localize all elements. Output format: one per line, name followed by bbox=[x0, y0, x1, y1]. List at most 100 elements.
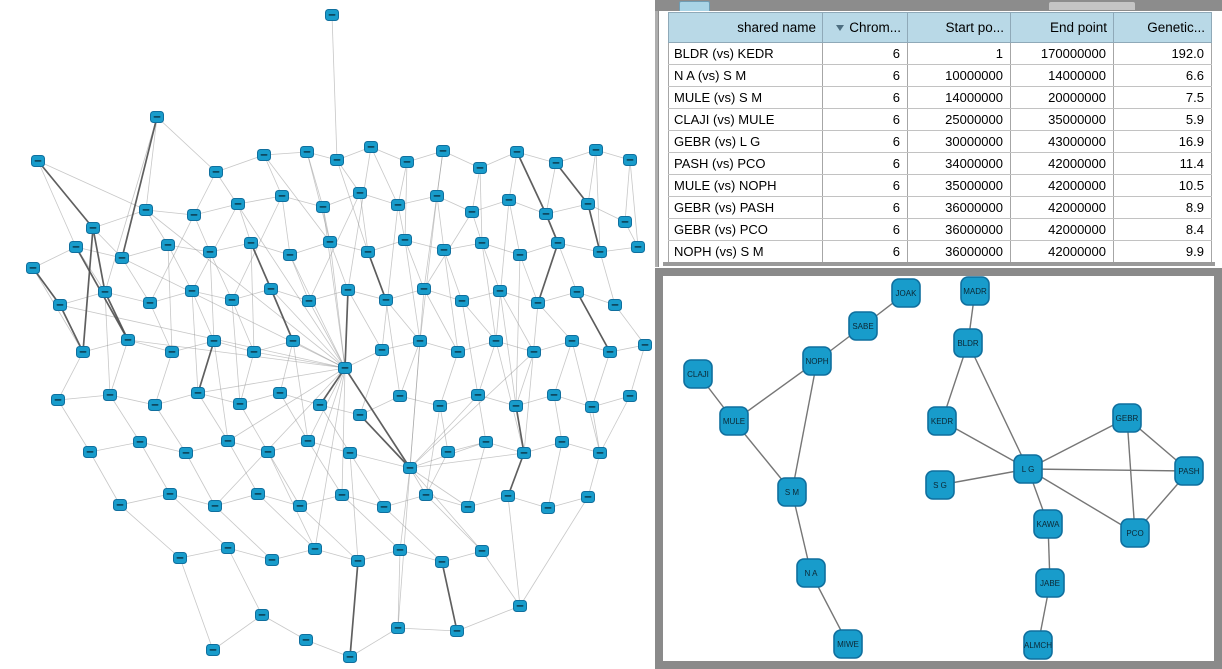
table-cell[interactable]: 36000000 bbox=[907, 218, 1011, 241]
overview-node[interactable] bbox=[441, 446, 455, 458]
overview-node[interactable] bbox=[379, 294, 393, 306]
overview-node[interactable] bbox=[139, 204, 153, 216]
overview-node[interactable] bbox=[461, 501, 475, 513]
overview-node[interactable] bbox=[299, 634, 313, 646]
overview-node[interactable] bbox=[479, 436, 493, 448]
overview-node[interactable] bbox=[618, 216, 632, 228]
node-BLDR[interactable]: BLDR bbox=[953, 328, 983, 358]
column-header-1[interactable]: Chrom... bbox=[822, 12, 908, 43]
overview-node[interactable] bbox=[179, 447, 193, 459]
overview-node[interactable] bbox=[341, 284, 355, 296]
overview-node[interactable] bbox=[393, 390, 407, 402]
node-MADR[interactable]: MADR bbox=[960, 276, 990, 306]
overview-node[interactable] bbox=[527, 346, 541, 358]
table-cell[interactable]: 6 bbox=[822, 196, 908, 219]
node-MIWE[interactable]: MIWE bbox=[833, 629, 863, 659]
overview-node[interactable] bbox=[589, 144, 603, 156]
overview-node[interactable] bbox=[343, 447, 357, 459]
overview-node[interactable] bbox=[603, 346, 617, 358]
overview-node[interactable] bbox=[465, 206, 479, 218]
overview-node[interactable] bbox=[585, 401, 599, 413]
table-cell[interactable]: 6 bbox=[822, 130, 908, 153]
overview-node[interactable] bbox=[83, 446, 97, 458]
overview-node[interactable] bbox=[593, 246, 607, 258]
overview-node[interactable] bbox=[255, 609, 269, 621]
overview-node[interactable] bbox=[517, 447, 531, 459]
table-cell[interactable]: BLDR (vs) KEDR bbox=[668, 42, 823, 65]
table-cell[interactable]: 30000000 bbox=[907, 130, 1011, 153]
overview-node[interactable] bbox=[433, 400, 447, 412]
overview-node[interactable] bbox=[475, 545, 489, 557]
table-cell[interactable]: PASH (vs) PCO bbox=[668, 152, 823, 175]
column-header-3[interactable]: End point bbox=[1010, 12, 1114, 43]
table-cell[interactable]: 10.5 bbox=[1113, 174, 1212, 197]
node-KEDR[interactable]: KEDR bbox=[927, 406, 957, 436]
overview-node[interactable] bbox=[257, 149, 271, 161]
overview-node[interactable] bbox=[302, 295, 316, 307]
overview-node[interactable] bbox=[581, 198, 595, 210]
table-cell[interactable]: 36000000 bbox=[907, 240, 1011, 263]
overview-node[interactable] bbox=[364, 141, 378, 153]
table-cell[interactable]: 8.4 bbox=[1113, 218, 1212, 241]
table-cell[interactable]: N A (vs) S M bbox=[668, 64, 823, 87]
overview-node[interactable] bbox=[437, 244, 451, 256]
table-cell[interactable]: 36000000 bbox=[907, 196, 1011, 219]
table-row[interactable]: PASH (vs) PCO 6 34000000 42000000 11.4 bbox=[668, 152, 1212, 175]
overview-node[interactable] bbox=[623, 154, 637, 166]
overview-node[interactable] bbox=[335, 489, 349, 501]
overview-node[interactable] bbox=[391, 622, 405, 634]
table-cell[interactable]: 6 bbox=[822, 108, 908, 131]
overview-node[interactable] bbox=[549, 157, 563, 169]
table-cell[interactable]: 6 bbox=[822, 152, 908, 175]
table-cell[interactable]: MULE (vs) NOPH bbox=[668, 174, 823, 197]
overview-node[interactable] bbox=[393, 544, 407, 556]
overview-node[interactable] bbox=[203, 246, 217, 258]
node-CLAJI[interactable]: CLAJI bbox=[683, 359, 713, 389]
table-row[interactable]: BLDR (vs) KEDR 6 1 170000000 192.0 bbox=[668, 42, 1212, 65]
overview-node[interactable] bbox=[539, 208, 553, 220]
table-cell[interactable]: 6 bbox=[822, 218, 908, 241]
overview-node[interactable] bbox=[330, 154, 344, 166]
table-row[interactable]: CLAJI (vs) MULE 6 25000000 35000000 5.9 bbox=[668, 108, 1212, 131]
table-cell[interactable]: 192.0 bbox=[1113, 42, 1212, 65]
overview-node[interactable] bbox=[300, 146, 314, 158]
table-cell[interactable]: 25000000 bbox=[907, 108, 1011, 131]
overview-node[interactable] bbox=[531, 297, 545, 309]
overview-node[interactable] bbox=[173, 552, 187, 564]
table-cell[interactable]: 42000000 bbox=[1010, 152, 1114, 175]
overview-node[interactable] bbox=[293, 500, 307, 512]
overview-node[interactable] bbox=[338, 362, 352, 374]
table-cell[interactable]: 6 bbox=[822, 174, 908, 197]
overview-node[interactable] bbox=[513, 600, 527, 612]
overview-node[interactable] bbox=[581, 491, 595, 503]
detail-edge-L G-PASH[interactable] bbox=[1027, 468, 1190, 472]
overview-node[interactable] bbox=[351, 555, 365, 567]
overview-node[interactable] bbox=[251, 488, 265, 500]
overview-node[interactable] bbox=[455, 295, 469, 307]
overview-node[interactable] bbox=[206, 644, 220, 656]
overview-node[interactable] bbox=[510, 146, 524, 158]
overview-node[interactable] bbox=[623, 390, 637, 402]
table-cell[interactable]: GEBR (vs) PASH bbox=[668, 196, 823, 219]
overview-node[interactable] bbox=[143, 297, 157, 309]
table-cell[interactable]: 20000000 bbox=[1010, 86, 1114, 109]
overview-node[interactable] bbox=[187, 209, 201, 221]
overview-node[interactable] bbox=[53, 299, 67, 311]
overview-node[interactable] bbox=[308, 543, 322, 555]
overview-node[interactable] bbox=[343, 651, 357, 663]
overview-node[interactable] bbox=[361, 246, 375, 258]
column-header-4[interactable]: Genetic... bbox=[1113, 12, 1212, 43]
table-row[interactable]: GEBR (vs) L G 6 30000000 43000000 16.9 bbox=[668, 130, 1212, 153]
table-cell[interactable]: MULE (vs) S M bbox=[668, 86, 823, 109]
table-cell[interactable]: 6.6 bbox=[1113, 64, 1212, 87]
overview-node[interactable] bbox=[121, 334, 135, 346]
table-cell[interactable]: 6 bbox=[822, 240, 908, 263]
overview-node[interactable] bbox=[375, 344, 389, 356]
table-cell[interactable]: 10000000 bbox=[907, 64, 1011, 87]
detail-edge-L G-GEBR[interactable] bbox=[1027, 417, 1128, 470]
table-cell[interactable]: 6 bbox=[822, 42, 908, 65]
overview-node[interactable] bbox=[475, 237, 489, 249]
overview-node[interactable] bbox=[473, 162, 487, 174]
overview-node[interactable] bbox=[316, 201, 330, 213]
table-row[interactable]: NOPH (vs) S M 6 36000000 42000000 9.9 bbox=[668, 240, 1212, 263]
